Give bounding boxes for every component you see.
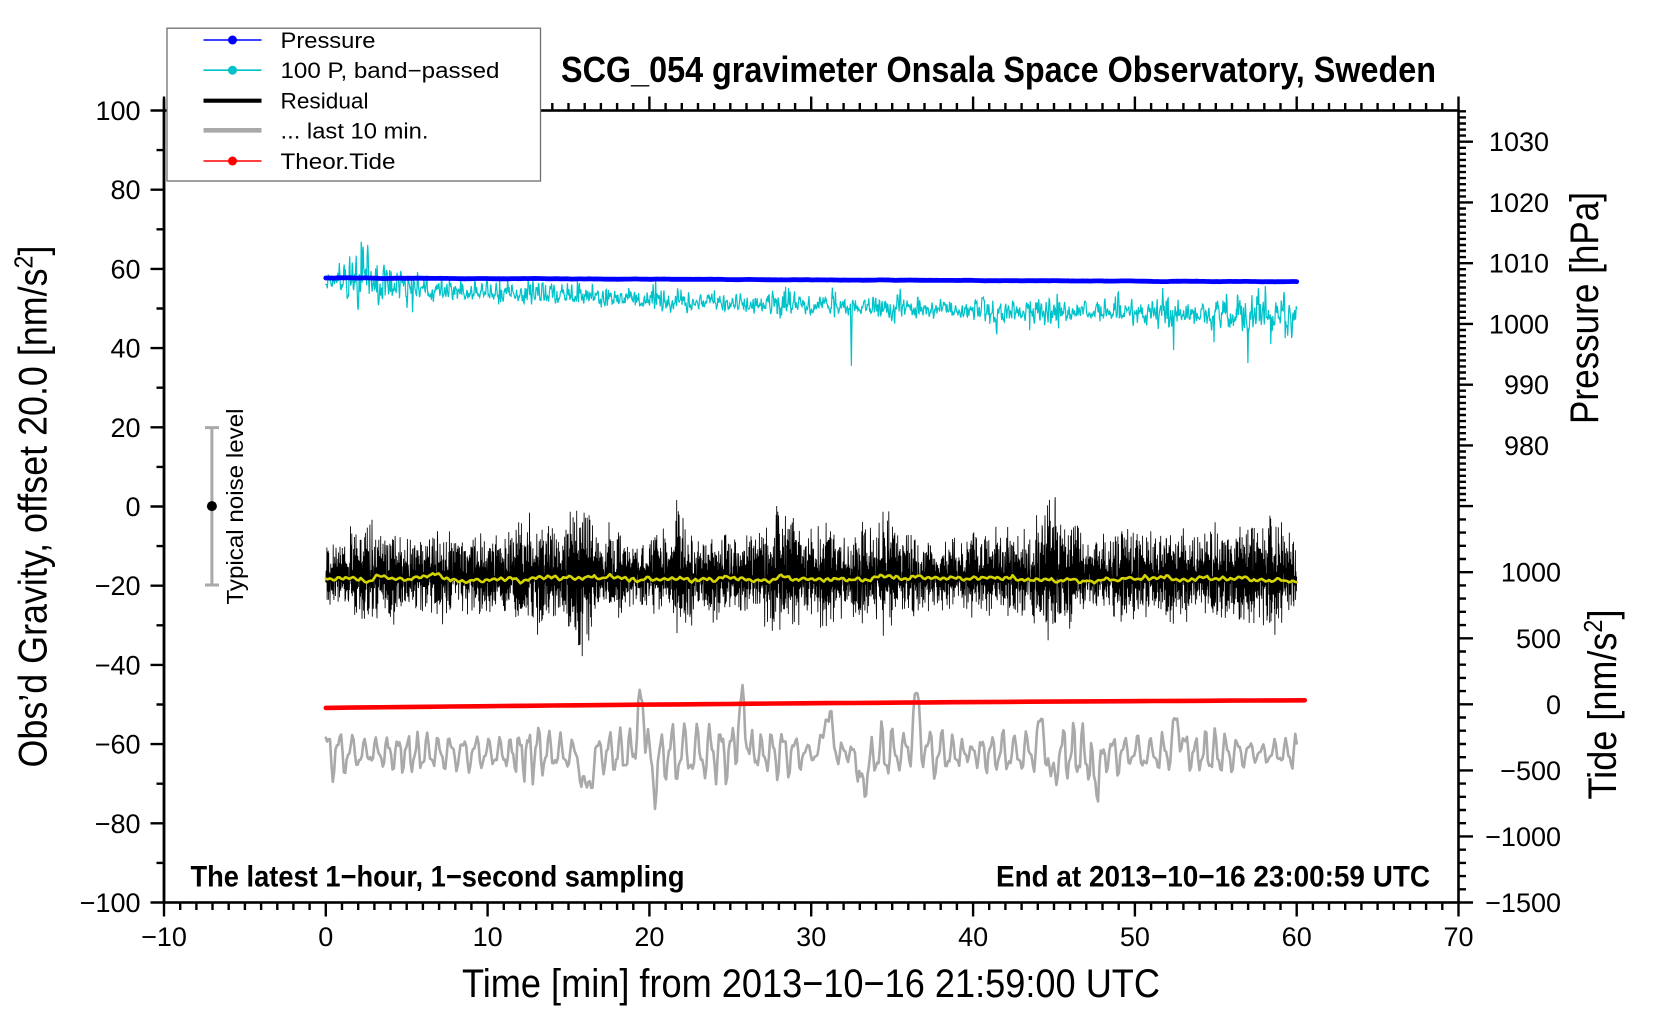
svg-text:20: 20 bbox=[634, 922, 664, 952]
svg-text:980: 980 bbox=[1504, 431, 1549, 461]
svg-text:70: 70 bbox=[1443, 922, 1473, 952]
svg-text:Pressure: Pressure bbox=[281, 28, 376, 53]
svg-text:1030: 1030 bbox=[1489, 127, 1549, 157]
svg-text:1000: 1000 bbox=[1501, 558, 1561, 588]
svg-text:10: 10 bbox=[473, 922, 503, 952]
svg-text:50: 50 bbox=[1120, 922, 1150, 952]
svg-text:1020: 1020 bbox=[1489, 188, 1549, 218]
svg-text:0: 0 bbox=[1546, 690, 1561, 720]
svg-text:−10: −10 bbox=[141, 922, 187, 952]
svg-text:20: 20 bbox=[110, 413, 140, 443]
svg-text:Theor.Tide: Theor.Tide bbox=[281, 149, 396, 174]
svg-text:Pressure [hPa]: Pressure [hPa] bbox=[1563, 192, 1607, 424]
svg-text:60: 60 bbox=[110, 254, 140, 284]
svg-text:The latest 1−hour, 1−second sa: The latest 1−hour, 1−second sampling bbox=[191, 860, 685, 893]
svg-text:1010: 1010 bbox=[1489, 249, 1549, 279]
svg-text:−80: −80 bbox=[95, 809, 141, 839]
svg-text:SCG_054 gravimeter Onsala Spac: SCG_054 gravimeter Onsala Space Observat… bbox=[561, 49, 1436, 90]
svg-text:0: 0 bbox=[125, 492, 140, 522]
svg-text:40: 40 bbox=[958, 922, 988, 952]
svg-text:Residual: Residual bbox=[281, 89, 369, 114]
svg-text:0: 0 bbox=[318, 922, 333, 952]
svg-text:Obs’d Gravity, offset 20.0 [nm: Obs’d Gravity, offset 20.0 [nm/s2] bbox=[9, 246, 56, 768]
svg-text:End at 2013−10−16 23:00:59 UTC: End at 2013−10−16 23:00:59 UTC bbox=[996, 860, 1430, 893]
svg-text:−1500: −1500 bbox=[1485, 888, 1561, 918]
svg-text:30: 30 bbox=[796, 922, 826, 952]
svg-text:−100: −100 bbox=[80, 888, 141, 918]
svg-text:80: 80 bbox=[110, 175, 140, 205]
svg-text:Typical noise level: Typical noise level bbox=[222, 409, 248, 605]
svg-text:−500: −500 bbox=[1500, 756, 1561, 786]
svg-text:1000: 1000 bbox=[1489, 309, 1549, 339]
svg-text:500: 500 bbox=[1516, 624, 1561, 654]
svg-text:Time [min] from 2013−10−16 21:: Time [min] from 2013−10−16 21:59:00 UTC bbox=[462, 962, 1160, 1006]
svg-text:60: 60 bbox=[1282, 922, 1312, 952]
svg-text:−60: −60 bbox=[95, 730, 141, 760]
svg-text:Tide [nm/s2]: Tide [nm/s2] bbox=[1578, 610, 1625, 800]
svg-text:990: 990 bbox=[1504, 370, 1549, 400]
svg-text:−40: −40 bbox=[95, 650, 141, 680]
svg-text:−1000: −1000 bbox=[1485, 822, 1561, 852]
svg-text:... last 10 min.: ... last 10 min. bbox=[281, 118, 429, 143]
svg-text:40: 40 bbox=[110, 334, 140, 364]
svg-text:−20: −20 bbox=[95, 571, 141, 601]
svg-text:100: 100 bbox=[95, 96, 140, 126]
svg-text:100 P, band−passed: 100 P, band−passed bbox=[281, 58, 500, 83]
